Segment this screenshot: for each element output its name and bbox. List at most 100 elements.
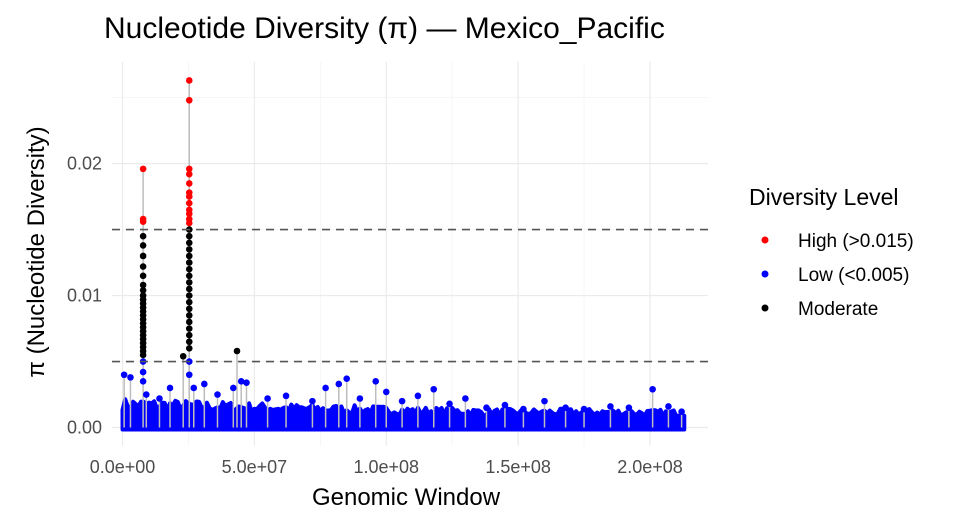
data-point: [185, 259, 193, 266]
data-point: [678, 408, 685, 415]
legend-key: [761, 270, 769, 278]
data-point: [233, 347, 241, 355]
data-point: [607, 403, 614, 410]
data-point: [185, 232, 193, 240]
data-point: [185, 96, 193, 104]
data-point: [185, 265, 193, 273]
data-point: [156, 395, 163, 402]
data-point: [185, 318, 193, 326]
x-tick-label: 1.0e+08: [353, 457, 419, 477]
y-tick-label: 0.01: [67, 286, 102, 306]
data-point: [139, 165, 147, 173]
data-point: [185, 165, 193, 173]
data-point: [139, 368, 147, 376]
data-point: [665, 403, 672, 410]
data-point: [185, 199, 193, 207]
data-point: [185, 170, 193, 178]
y-axis-ticks: 0.00 0.01 0.02: [67, 154, 102, 438]
data-point: [356, 395, 364, 402]
x-axis-title: Genomic Window: [312, 484, 501, 511]
data-point: [185, 345, 193, 352]
data-point: [414, 392, 422, 400]
data-point: [214, 391, 221, 398]
data-points: [120, 77, 685, 415]
x-tick-label: 2.0e+08: [617, 457, 683, 477]
data-point: [625, 404, 633, 412]
data-point: [335, 380, 343, 388]
data-point: [139, 263, 147, 270]
reference-lines: [112, 228, 708, 363]
legend-title: Diversity Level: [749, 184, 899, 210]
data-point: [230, 384, 237, 392]
data-point: [185, 239, 193, 247]
data-point: [322, 384, 329, 392]
legend-label: High (>0.015): [798, 231, 914, 252]
data-point: [372, 378, 380, 385]
data-point: [139, 232, 147, 240]
data-point: [185, 325, 193, 332]
data-point: [541, 397, 548, 405]
data-point: [185, 180, 193, 187]
data-point: [446, 400, 453, 408]
data-point: [185, 193, 193, 200]
x-tick-label: 0.0e+00: [90, 457, 156, 477]
data-point: [185, 298, 193, 306]
chart-title: Nucleotide Diversity (π) — Mexico_Pacifi…: [104, 12, 665, 45]
data-point: [185, 272, 193, 280]
data-point: [185, 292, 193, 299]
data-point: [139, 242, 147, 249]
data-point: [185, 77, 193, 84]
data-point: [185, 312, 193, 319]
data-point: [430, 385, 438, 393]
y-tick-label: 0.02: [67, 154, 102, 174]
data-point: [185, 285, 193, 293]
data-point: [562, 404, 569, 412]
data-point: [243, 379, 250, 386]
data-point: [185, 305, 193, 313]
data-point: [139, 252, 147, 260]
data-point: [185, 252, 193, 260]
data-point: [185, 279, 193, 286]
data-point: [139, 281, 147, 289]
data-point: [237, 378, 245, 385]
legend-label: Moderate: [798, 299, 878, 320]
data-point: [580, 405, 588, 413]
data-point: [398, 397, 406, 405]
data-point: [501, 401, 509, 409]
data-point: [185, 331, 193, 339]
legend-key: [761, 236, 769, 244]
data-point: [139, 218, 147, 225]
data-point: [185, 210, 193, 218]
data-point: [139, 351, 147, 359]
point-segments: [123, 80, 683, 428]
x-tick-label: 5.0e+07: [222, 457, 288, 477]
data-point: [382, 388, 390, 396]
data-point: [520, 405, 527, 413]
data-point: [282, 392, 290, 400]
data-point: [201, 380, 208, 388]
data-point: [127, 374, 134, 381]
data-point: [185, 219, 193, 227]
x-tick-label: 1.5e+08: [485, 457, 551, 477]
data-point: [190, 384, 198, 392]
y-axis-title: π (Nucleotide Diversity): [23, 126, 50, 377]
legend: Diversity Level High (>0.015) Low (<0.005…: [749, 184, 914, 320]
data-point: [264, 395, 271, 402]
y-tick-label: 0.00: [67, 418, 102, 438]
data-point: [343, 375, 351, 383]
data-point: [483, 404, 490, 412]
grid: [112, 62, 708, 446]
data-point: [166, 384, 174, 392]
data-point: [309, 397, 316, 405]
legend-label: Low (<0.005): [798, 265, 909, 286]
x-axis-ticks: 0.0e+00 5.0e+07 1.0e+08 1.5e+08 2.0e+08: [90, 457, 683, 477]
data-point: [185, 246, 193, 253]
data-point: [120, 371, 128, 379]
data-point: [142, 391, 150, 398]
data-point: [139, 286, 147, 294]
data-point: [139, 272, 147, 280]
data-point: [185, 371, 193, 379]
legend-key: [761, 304, 769, 312]
data-point: [649, 385, 656, 393]
